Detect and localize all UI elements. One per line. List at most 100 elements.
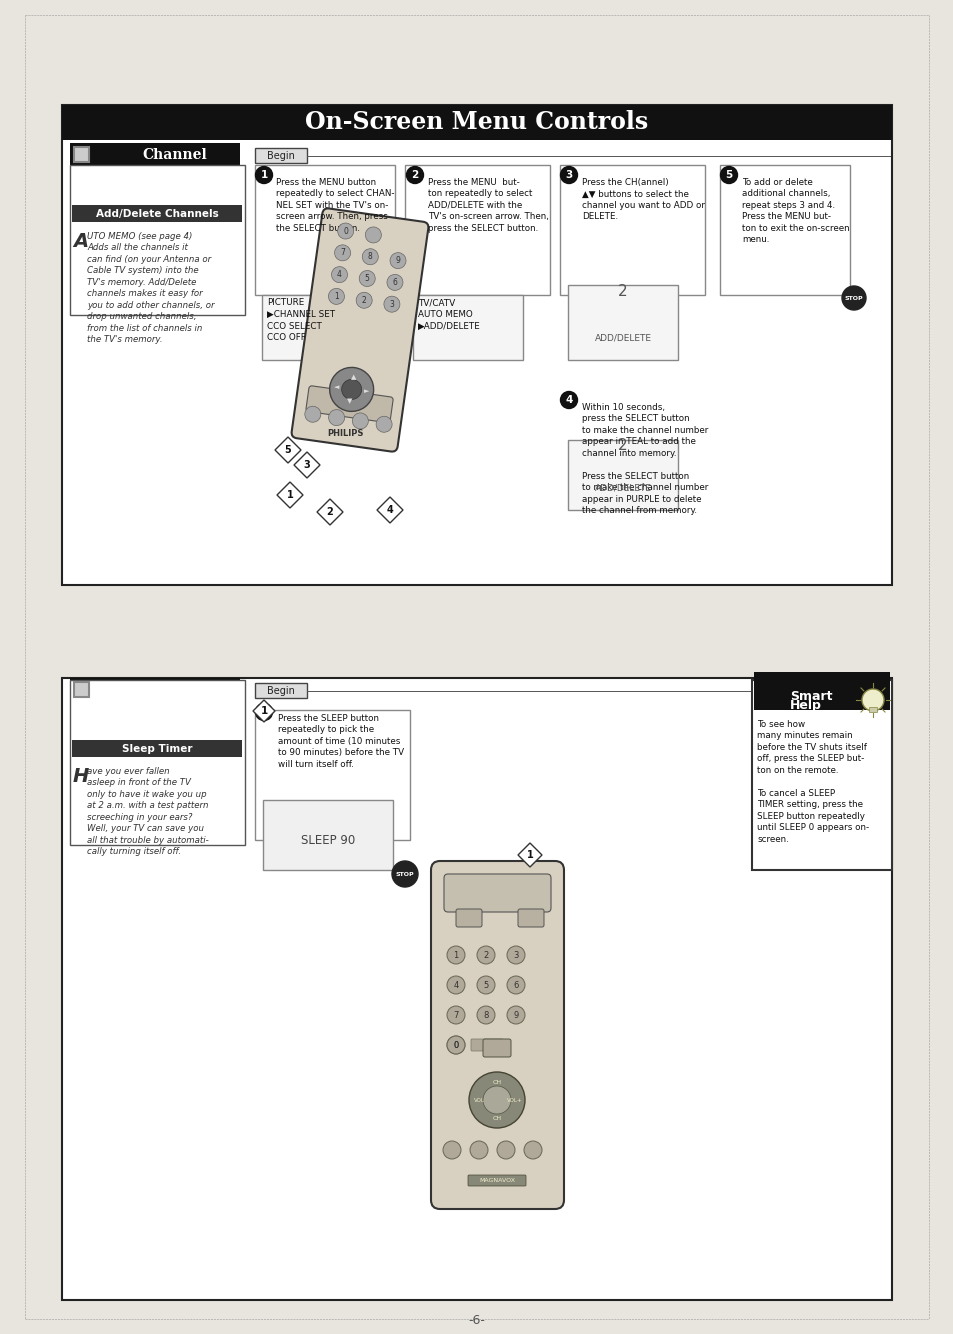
- Circle shape: [392, 860, 417, 887]
- Circle shape: [482, 1086, 511, 1114]
- Text: 0: 0: [453, 1041, 458, 1050]
- Circle shape: [506, 946, 524, 964]
- Text: ◄: ◄: [334, 384, 339, 391]
- Text: 3: 3: [389, 300, 394, 308]
- Text: PICTURE
▶CHANNEL SET
CCO SELECT
CCO OFF: PICTURE ▶CHANNEL SET CCO SELECT CCO OFF: [267, 297, 335, 343]
- Text: 5: 5: [364, 273, 369, 283]
- Bar: [263, 800, 393, 870]
- Circle shape: [497, 1141, 515, 1159]
- Bar: [62, 678, 891, 1301]
- Text: TV/CATV
AUTO MEMO
▶ADD/DELETE: TV/CATV AUTO MEMO ▶ADD/DELETE: [417, 297, 480, 331]
- Text: ave you ever fallen
asleep in front of the TV
only to have it wake you up
at 2 a: ave you ever fallen asleep in front of t…: [87, 767, 209, 856]
- FancyBboxPatch shape: [431, 860, 563, 1209]
- FancyBboxPatch shape: [443, 874, 551, 912]
- FancyBboxPatch shape: [482, 1039, 511, 1057]
- Circle shape: [255, 703, 273, 720]
- Text: 4: 4: [453, 980, 458, 990]
- Circle shape: [341, 379, 361, 399]
- Bar: [720, 165, 849, 295]
- Bar: [559, 165, 704, 295]
- Circle shape: [447, 976, 464, 994]
- Text: 1: 1: [453, 951, 458, 959]
- Text: VOL: VOL: [473, 1098, 484, 1102]
- Text: 6: 6: [513, 980, 518, 990]
- Polygon shape: [276, 482, 303, 508]
- Text: CH: CH: [492, 1115, 501, 1121]
- Text: Channel: Channel: [143, 148, 207, 161]
- Bar: [70, 680, 245, 844]
- Text: 4: 4: [386, 506, 393, 515]
- Text: 1: 1: [334, 292, 338, 301]
- Bar: [70, 165, 245, 315]
- Circle shape: [523, 1141, 541, 1159]
- Text: 6: 6: [392, 277, 397, 287]
- Circle shape: [476, 1006, 495, 1025]
- Text: Press the MENU  but-
ton repeatedly to select
ADD/DELETE with the
TV's on-screen: Press the MENU but- ton repeatedly to se…: [428, 177, 548, 233]
- Circle shape: [476, 976, 495, 994]
- Text: 2: 2: [326, 507, 333, 518]
- Circle shape: [841, 285, 865, 309]
- Text: SLEEP 90: SLEEP 90: [300, 834, 355, 847]
- Text: 3: 3: [513, 951, 518, 959]
- Text: Press the CH(annel)
▲▼ buttons to select the
channel you want to ADD or
DELETE.: Press the CH(annel) ▲▼ buttons to select…: [581, 177, 704, 221]
- Circle shape: [560, 391, 577, 408]
- Text: 4: 4: [565, 395, 572, 406]
- Circle shape: [506, 1006, 524, 1025]
- Circle shape: [447, 1006, 464, 1025]
- Circle shape: [469, 1073, 524, 1129]
- Text: ADD/DELETE: ADD/DELETE: [594, 483, 651, 492]
- Text: Press the MENU button
repeatedly to select CHAN-
NEL SET with the TV's on-
scree: Press the MENU button repeatedly to sele…: [275, 177, 395, 233]
- Text: Add/Delete Channels: Add/Delete Channels: [95, 209, 218, 219]
- Text: CH: CH: [492, 1079, 501, 1085]
- Circle shape: [305, 407, 320, 423]
- Polygon shape: [253, 700, 274, 722]
- Text: 2: 2: [483, 951, 488, 959]
- Circle shape: [359, 271, 375, 287]
- Text: Sleep: Sleep: [153, 683, 196, 696]
- Text: A: A: [73, 232, 88, 251]
- Bar: [62, 105, 891, 586]
- FancyBboxPatch shape: [292, 208, 428, 452]
- Text: 8: 8: [368, 252, 373, 261]
- Text: 7: 7: [340, 248, 345, 257]
- Text: 5: 5: [284, 446, 291, 455]
- Text: MAGNAVOX: MAGNAVOX: [478, 1178, 515, 1183]
- Text: STOP: STOP: [843, 296, 862, 300]
- Bar: [567, 440, 678, 510]
- Circle shape: [447, 1037, 464, 1054]
- Bar: [70, 143, 240, 165]
- Text: 2: 2: [618, 284, 627, 300]
- Circle shape: [328, 410, 344, 426]
- Circle shape: [862, 688, 883, 711]
- Polygon shape: [517, 843, 541, 867]
- Circle shape: [375, 416, 392, 432]
- Circle shape: [720, 167, 737, 184]
- Circle shape: [470, 1141, 488, 1159]
- Bar: [254, 710, 410, 840]
- Text: VOL+: VOL+: [507, 1098, 522, 1102]
- Text: STOP: STOP: [395, 871, 414, 876]
- FancyBboxPatch shape: [306, 386, 393, 423]
- Text: 1: 1: [526, 850, 533, 860]
- Circle shape: [383, 296, 399, 312]
- Bar: [254, 165, 395, 295]
- Circle shape: [442, 1141, 460, 1159]
- Circle shape: [337, 223, 354, 239]
- Text: Within 10 seconds,
press the SELECT button
to make the channel number
appear in : Within 10 seconds, press the SELECT butt…: [581, 403, 708, 515]
- Circle shape: [506, 976, 524, 994]
- Text: 2: 2: [411, 169, 418, 180]
- Bar: [71, 205, 242, 221]
- Text: Press the SLEEP button
repeatedly to pick the
amount of time (10 minutes
to 90 m: Press the SLEEP button repeatedly to pic…: [277, 714, 404, 768]
- Bar: [413, 295, 522, 360]
- Bar: [753, 672, 889, 710]
- Text: 7: 7: [453, 1010, 458, 1019]
- Text: PHILIPS: PHILIPS: [476, 1175, 517, 1185]
- Polygon shape: [376, 498, 402, 523]
- Text: 2: 2: [361, 296, 366, 304]
- Circle shape: [330, 367, 374, 411]
- Text: ADD/DELETE: ADD/DELETE: [594, 334, 651, 343]
- Bar: [74, 147, 89, 161]
- Text: 0: 0: [453, 1041, 458, 1050]
- Bar: [254, 683, 307, 698]
- Circle shape: [255, 167, 273, 184]
